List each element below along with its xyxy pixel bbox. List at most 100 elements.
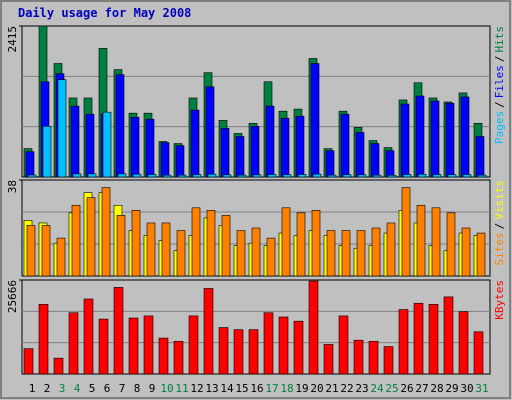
bar xyxy=(387,174,397,178)
legend: Sites / Visits xyxy=(493,180,506,266)
bar xyxy=(357,174,367,178)
x-tick-label: 4 xyxy=(74,382,81,395)
bar xyxy=(338,315,349,375)
bar xyxy=(98,318,109,375)
bar xyxy=(326,230,336,277)
bar xyxy=(281,207,291,277)
bar xyxy=(25,151,35,178)
x-tick-label: 12 xyxy=(190,382,203,395)
bar xyxy=(475,136,485,178)
bar xyxy=(131,210,141,277)
bar xyxy=(398,309,409,375)
bar xyxy=(371,227,381,277)
bar xyxy=(206,210,216,277)
bar xyxy=(147,174,157,178)
bar xyxy=(263,312,274,375)
legend-entry: Files xyxy=(493,65,506,98)
bar xyxy=(161,222,171,277)
bar xyxy=(113,287,124,375)
bar xyxy=(476,232,486,277)
legend-separator: / xyxy=(493,101,506,108)
bar xyxy=(101,187,111,277)
bar xyxy=(401,187,411,277)
bar xyxy=(432,174,442,178)
bar xyxy=(218,327,229,375)
bar xyxy=(248,329,259,375)
y-tick-label: 38 xyxy=(6,180,19,193)
bar xyxy=(416,204,426,277)
bar xyxy=(117,173,127,178)
x-tick-label: 13 xyxy=(205,382,218,395)
x-tick-label: 8 xyxy=(134,382,141,395)
bar xyxy=(431,207,441,277)
bar xyxy=(462,174,472,178)
x-tick-label: 17 xyxy=(265,382,278,395)
bar xyxy=(143,315,154,375)
x-tick-label: 20 xyxy=(310,382,323,395)
x-tick-label: 23 xyxy=(355,382,368,395)
bar xyxy=(282,174,292,178)
bar xyxy=(102,111,112,178)
bar xyxy=(70,105,80,178)
x-tick-label: 7 xyxy=(119,382,126,395)
bar xyxy=(42,126,52,178)
bar xyxy=(310,63,320,178)
bar xyxy=(72,173,82,178)
x-tick-label: 6 xyxy=(104,382,111,395)
x-tick-label: 5 xyxy=(89,382,96,395)
bar xyxy=(385,150,395,178)
bar xyxy=(447,174,457,178)
legend: KBytes xyxy=(493,280,506,320)
bar xyxy=(278,316,289,375)
x-tick-label: 15 xyxy=(235,382,248,395)
bar xyxy=(57,79,67,178)
y-tick-label: 2415 xyxy=(6,26,19,53)
bar xyxy=(68,312,79,375)
x-tick-label: 26 xyxy=(400,382,413,395)
chart-title: Daily usage for May 2008 xyxy=(18,6,191,20)
legend-separator: / xyxy=(493,223,506,230)
x-tick-label: 24 xyxy=(370,382,384,395)
bar xyxy=(250,126,260,178)
bar xyxy=(83,298,94,375)
bar xyxy=(26,225,36,277)
bar xyxy=(38,303,49,375)
x-tick-label: 2 xyxy=(44,382,51,395)
x-tick-label: 27 xyxy=(415,382,428,395)
bar xyxy=(205,86,215,178)
bar xyxy=(23,348,34,375)
bar xyxy=(340,113,350,178)
x-tick-label: 1 xyxy=(29,382,36,395)
bar xyxy=(162,174,172,178)
bar xyxy=(430,100,440,178)
bar xyxy=(221,215,231,277)
bar xyxy=(417,174,427,178)
bar xyxy=(293,320,304,375)
bar xyxy=(402,174,412,178)
bar xyxy=(325,150,335,178)
bar xyxy=(368,340,379,375)
bar xyxy=(267,174,277,178)
bar xyxy=(400,103,410,178)
bar xyxy=(173,340,184,375)
y-tick-label: 25666 xyxy=(6,280,19,313)
bar xyxy=(207,173,217,178)
bar xyxy=(188,315,199,375)
x-tick-label: 29 xyxy=(445,382,458,395)
legend-entry: Pages xyxy=(493,111,506,144)
bar xyxy=(146,222,156,277)
bar xyxy=(115,74,125,178)
bar xyxy=(280,117,290,178)
bar xyxy=(252,174,262,178)
bar xyxy=(235,136,245,178)
bar xyxy=(128,317,139,375)
x-tick-label: 18 xyxy=(280,382,293,395)
bar xyxy=(342,174,352,178)
bar xyxy=(473,331,484,375)
bar xyxy=(415,95,425,178)
bar xyxy=(386,222,396,277)
legend-separator: / xyxy=(493,56,506,63)
bar xyxy=(56,237,66,277)
